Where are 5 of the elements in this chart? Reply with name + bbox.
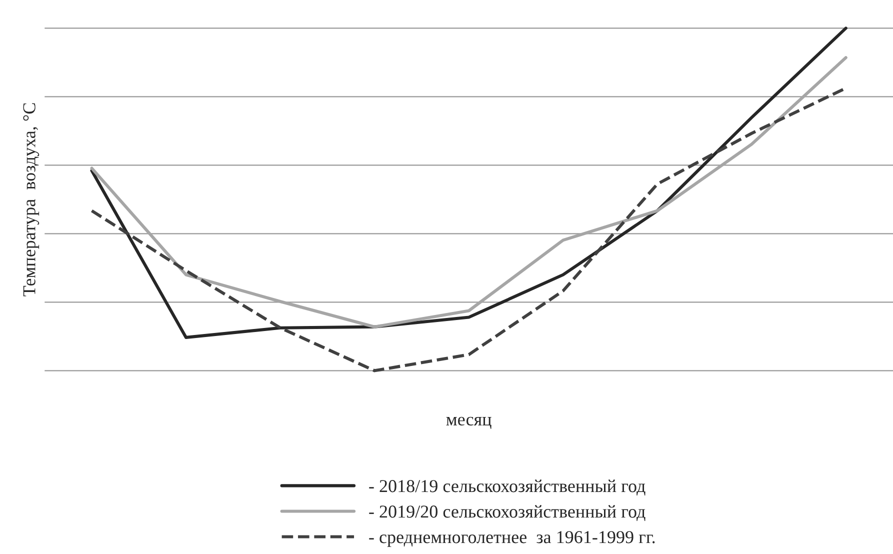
- legend-label: - среднемноголетнее за 1961-1999 гг.: [369, 531, 655, 547]
- legend-label: - 2018/19 сельскохозяйственный год: [369, 480, 646, 496]
- y-axis-title: Температура воздуха, °С: [23, 103, 40, 296]
- legend-label: - 2019/20 сельскохозяйственный год: [369, 505, 646, 522]
- x-axis-title: месяц: [446, 416, 492, 429]
